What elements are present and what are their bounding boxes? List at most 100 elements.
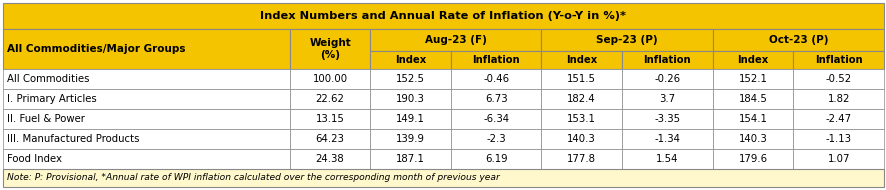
Bar <box>3 3 883 29</box>
Text: 1.82: 1.82 <box>827 94 849 104</box>
Text: 152.1: 152.1 <box>738 74 766 84</box>
Bar <box>793 89 883 109</box>
Text: 182.4: 182.4 <box>567 94 595 104</box>
Bar <box>290 129 369 149</box>
Text: II. Fuel & Power: II. Fuel & Power <box>7 114 85 124</box>
Bar <box>711 89 793 109</box>
Bar <box>793 109 883 129</box>
Bar <box>793 149 883 169</box>
Text: -6.34: -6.34 <box>483 114 509 124</box>
Bar <box>450 149 540 169</box>
Text: 149.1: 149.1 <box>395 114 424 124</box>
Text: 1.07: 1.07 <box>827 154 849 164</box>
Bar <box>540 51 621 69</box>
Bar <box>450 89 540 109</box>
Text: Sep-23 (P): Sep-23 (P) <box>595 35 657 45</box>
Bar <box>3 129 290 149</box>
Bar <box>3 69 290 89</box>
Text: Weight
(%): Weight (%) <box>309 38 351 60</box>
Text: Inflation: Inflation <box>643 55 690 65</box>
Bar <box>290 89 369 109</box>
Text: -3.35: -3.35 <box>654 114 680 124</box>
Bar <box>540 69 621 89</box>
Text: 22.62: 22.62 <box>315 94 344 104</box>
Text: Inflation: Inflation <box>471 55 519 65</box>
Bar <box>540 129 621 149</box>
Text: 177.8: 177.8 <box>566 154 595 164</box>
Text: -2.3: -2.3 <box>486 134 505 144</box>
Bar <box>540 89 621 109</box>
Text: 152.5: 152.5 <box>395 74 424 84</box>
Text: 154.1: 154.1 <box>738 114 766 124</box>
Text: 1.54: 1.54 <box>656 154 678 164</box>
Text: -1.13: -1.13 <box>825 134 851 144</box>
Text: -2.47: -2.47 <box>825 114 851 124</box>
Text: 184.5: 184.5 <box>738 94 766 104</box>
Bar <box>450 51 540 69</box>
Bar <box>711 149 793 169</box>
Text: Aug-23 (F): Aug-23 (F) <box>424 35 486 45</box>
Text: Index: Index <box>565 55 596 65</box>
Bar <box>711 51 793 69</box>
Text: 139.9: 139.9 <box>395 134 424 144</box>
Text: Index Numbers and Annual Rate of Inflation (Y-o-Y in %)*: Index Numbers and Annual Rate of Inflati… <box>260 11 626 21</box>
Text: I. Primary Articles: I. Primary Articles <box>7 94 97 104</box>
Text: 64.23: 64.23 <box>315 134 344 144</box>
Text: 179.6: 179.6 <box>738 154 766 164</box>
Bar <box>3 149 290 169</box>
Bar <box>369 51 450 69</box>
Bar <box>793 69 883 89</box>
Text: 3.7: 3.7 <box>658 94 675 104</box>
Text: -0.26: -0.26 <box>654 74 680 84</box>
Bar <box>540 109 621 129</box>
Text: 153.1: 153.1 <box>567 114 595 124</box>
Text: 140.3: 140.3 <box>567 134 595 144</box>
Bar <box>711 69 793 89</box>
Text: -1.34: -1.34 <box>654 134 680 144</box>
Bar <box>369 129 450 149</box>
Text: 151.5: 151.5 <box>566 74 595 84</box>
Bar <box>711 109 793 129</box>
Bar <box>793 129 883 149</box>
Bar <box>621 149 711 169</box>
Bar <box>711 29 883 51</box>
Text: Food Index: Food Index <box>7 154 62 164</box>
Text: 6.19: 6.19 <box>485 154 507 164</box>
Text: All Commodities: All Commodities <box>7 74 89 84</box>
Bar <box>369 149 450 169</box>
Bar <box>793 51 883 69</box>
Bar <box>621 89 711 109</box>
Text: 24.38: 24.38 <box>315 154 344 164</box>
Bar <box>621 129 711 149</box>
Text: -0.52: -0.52 <box>825 74 851 84</box>
Bar <box>369 69 450 89</box>
Text: Index: Index <box>394 55 425 65</box>
Bar <box>450 129 540 149</box>
Bar <box>450 69 540 89</box>
Text: -0.46: -0.46 <box>483 74 509 84</box>
Text: 140.3: 140.3 <box>738 134 766 144</box>
Bar <box>290 149 369 169</box>
Text: Note: P: Provisional, *Annual rate of WPI inflation calculated over the correspo: Note: P: Provisional, *Annual rate of WP… <box>7 173 499 183</box>
Text: 190.3: 190.3 <box>395 94 424 104</box>
Text: Oct-23 (P): Oct-23 (P) <box>767 35 828 45</box>
Text: 187.1: 187.1 <box>395 154 424 164</box>
Text: 100.00: 100.00 <box>312 74 347 84</box>
Text: Index: Index <box>736 55 768 65</box>
Text: III. Manufactured Products: III. Manufactured Products <box>7 134 139 144</box>
Bar <box>711 129 793 149</box>
Bar <box>3 169 883 187</box>
Text: 6.73: 6.73 <box>485 94 507 104</box>
Bar <box>621 109 711 129</box>
Bar <box>290 29 369 69</box>
Bar <box>621 51 711 69</box>
Bar <box>290 69 369 89</box>
Bar <box>450 109 540 129</box>
Text: Inflation: Inflation <box>814 55 861 65</box>
Bar <box>540 29 711 51</box>
Bar <box>369 89 450 109</box>
Bar <box>540 149 621 169</box>
Bar <box>3 89 290 109</box>
Text: 13.15: 13.15 <box>315 114 344 124</box>
Bar <box>3 29 290 69</box>
